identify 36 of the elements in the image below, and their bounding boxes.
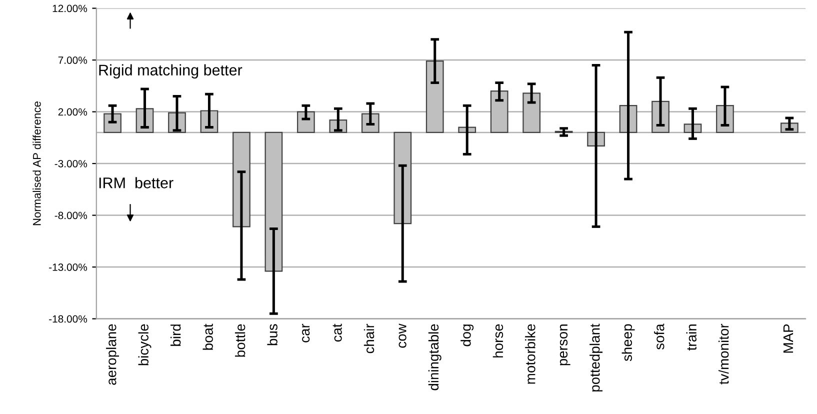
x-tick-label: motorbike [525, 324, 536, 384]
x-tick-label: diningtable [428, 324, 442, 390]
annotation: Rigid matching better [99, 64, 242, 79]
x-tick-label: aeroplane [106, 324, 119, 385]
x-tick-label: sheep [622, 324, 635, 362]
bar [522, 92, 541, 134]
x-tick-label: bus [267, 324, 278, 346]
y-tick-label: 7.00% [58, 56, 88, 64]
annotation: IRM better [99, 177, 174, 188]
y-axis-title: Normalised AP difference [32, 102, 41, 226]
x-tick-label: MAP [783, 324, 794, 353]
y-tick-label: 2.00% [58, 108, 88, 116]
bar [232, 132, 250, 228]
bar [264, 132, 283, 272]
x-tick-label: cat [332, 324, 342, 342]
x-tick-label: cow [398, 324, 406, 348]
bar [426, 60, 444, 134]
y-tick-label: -3.00% [54, 160, 88, 168]
y-tick-label: -18.00% [49, 315, 88, 323]
x-tick-label: horse [492, 324, 504, 358]
y-tick-label: -13.00% [49, 264, 88, 271]
x-tick-label: car [302, 324, 310, 342]
x-tick-label: tv/monitor [718, 324, 729, 384]
x-tick-label: sofa [654, 324, 664, 350]
bar [490, 90, 508, 134]
x-tick-label: person [560, 324, 570, 366]
x-tick-label: bird [170, 324, 181, 346]
x-tick-label: dog [460, 324, 474, 346]
x-tick-label: bicycle [138, 324, 152, 366]
x-tick-label: bottle [234, 324, 246, 357]
y-tick-label: 12.00% [52, 4, 88, 12]
x-tick-label: chair [364, 324, 374, 354]
x-tick-label: pottedplant [590, 324, 603, 392]
x-tick-label: boat [202, 324, 213, 350]
y-tick-label: -8.00% [54, 212, 88, 220]
x-tick-label: train [686, 324, 696, 350]
